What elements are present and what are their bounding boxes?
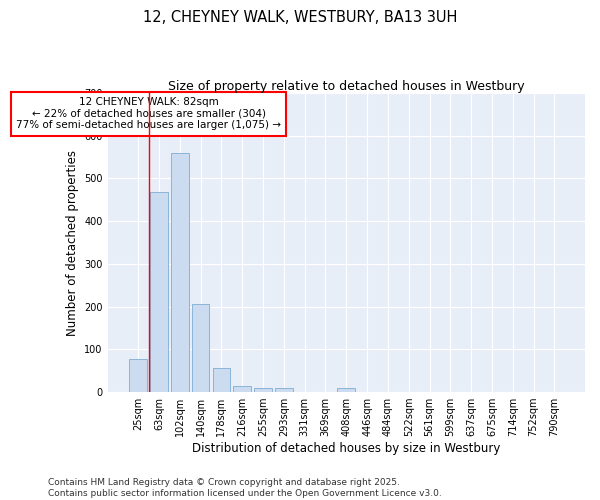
Bar xyxy=(171,153,188,392)
Text: Contains HM Land Registry data © Crown copyright and database right 2025.
Contai: Contains HM Land Registry data © Crown c… xyxy=(48,478,442,498)
Bar xyxy=(254,388,272,392)
Bar xyxy=(233,386,251,392)
Text: 12, CHEYNEY WALK, WESTBURY, BA13 3UH: 12, CHEYNEY WALK, WESTBURY, BA13 3UH xyxy=(143,10,457,25)
Text: 12 CHEYNEY WALK: 82sqm
← 22% of detached houses are smaller (304)
77% of semi-de: 12 CHEYNEY WALK: 82sqm ← 22% of detached… xyxy=(16,98,281,130)
Bar xyxy=(337,388,355,392)
Bar xyxy=(275,388,293,392)
Bar xyxy=(212,368,230,392)
Bar xyxy=(130,359,147,392)
Y-axis label: Number of detached properties: Number of detached properties xyxy=(65,150,79,336)
Bar xyxy=(150,192,168,392)
X-axis label: Distribution of detached houses by size in Westbury: Distribution of detached houses by size … xyxy=(192,442,500,455)
Bar xyxy=(192,304,209,392)
Title: Size of property relative to detached houses in Westbury: Size of property relative to detached ho… xyxy=(168,80,524,93)
